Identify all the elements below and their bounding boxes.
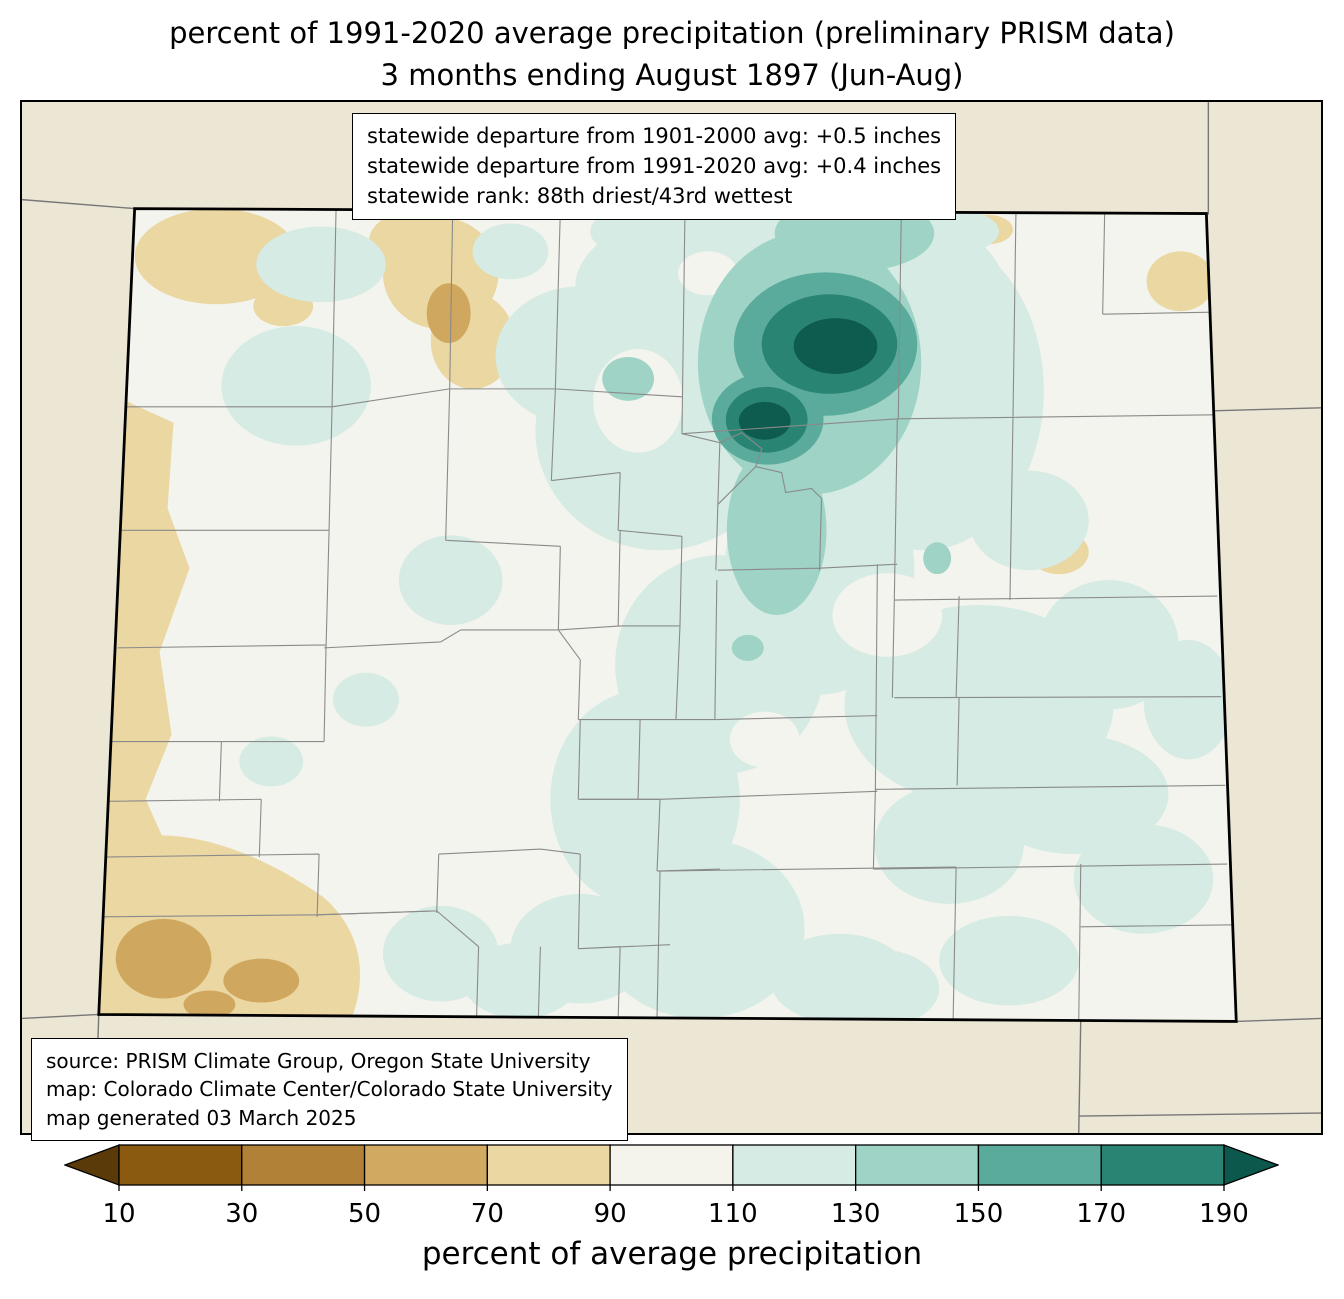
colorbar-tick-90: 90 [593, 1199, 627, 1229]
source-line-2: map: Colorado Climate Center/Colorado St… [46, 1077, 613, 1102]
colorbar-tick-130: 130 [830, 1199, 881, 1229]
precip-area-over-190 [738, 318, 878, 440]
colorbar-ticks: 10 30 50 70 90 110 130 150 170 190 [64, 1199, 1279, 1235]
colorbar-tick-150: 150 [953, 1199, 1004, 1229]
stats-box: statewide departure from 1901-2000 avg: … [352, 113, 957, 221]
colorbar-scale [63, 1144, 1280, 1191]
colorbar-label: percent of average precipitation [421, 1236, 923, 1272]
colorbar: 10 30 50 70 90 110 130 150 170 190 [63, 1143, 1280, 1235]
source-line-3: map generated 03 March 2025 [46, 1105, 357, 1130]
neighbor-state-boundaries [22, 102, 1321, 1133]
colorbar-tick-50: 50 [348, 1199, 382, 1229]
colorbar-tick-70: 70 [470, 1199, 504, 1229]
colorbar-tick-10: 10 [102, 1199, 136, 1229]
stats-line-1: statewide departure from 1901-2000 avg: … [367, 124, 942, 148]
figure-title: percent of 1991-2020 average precipitati… [0, 12, 1344, 96]
county-boundaries [101, 209, 1235, 1021]
colorbar-tick-190: 190 [1199, 1199, 1249, 1229]
stats-line-3: statewide rank: 88th driest/43rd wettest [367, 183, 793, 208]
map-frame: statewide departure from 1901-2000 avg: … [20, 100, 1323, 1142]
title-line-1: percent of 1991-2020 average precipitati… [169, 16, 1175, 50]
title-line-2: 3 months ending August 1897 (Jun-Aug) [380, 58, 964, 93]
colorbar-tick-170: 170 [1076, 1199, 1127, 1229]
colorbar-tick-30: 30 [225, 1199, 259, 1229]
colorado-precipitation-map [22, 102, 1321, 1133]
source-box: source: PRISM Climate Group, Oregon Stat… [31, 1038, 628, 1142]
source-line-1: source: PRISM Climate Group, Oregon Stat… [46, 1049, 591, 1073]
precip-area-50-70 [115, 283, 471, 1019]
colorbar-tick-110: 110 [708, 1199, 758, 1229]
stats-line-2: statewide departure from 1991-2020 avg: … [367, 153, 942, 178]
